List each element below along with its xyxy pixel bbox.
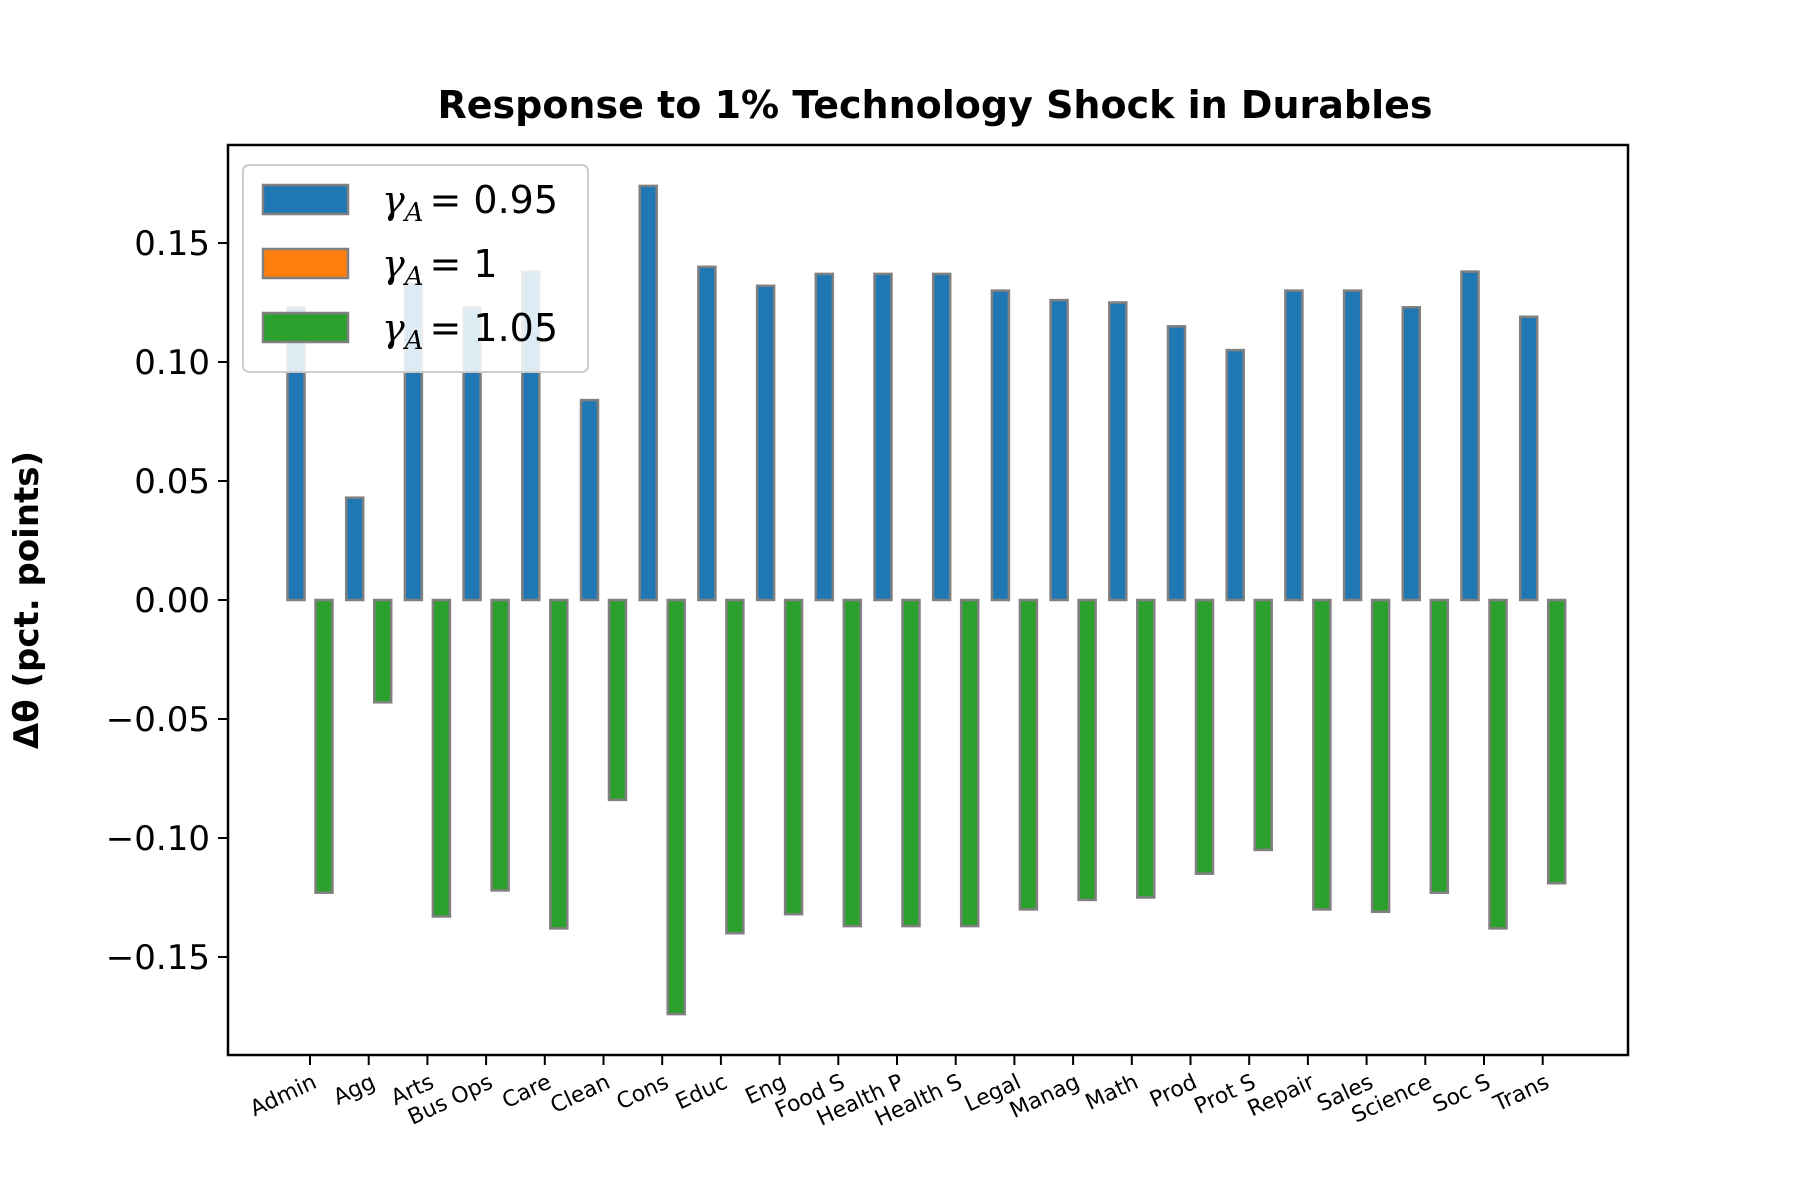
bar-cons-series-3 (666, 598, 686, 1016)
bar-eng-series-1 (755, 284, 776, 602)
bar-math-series-3 (1136, 598, 1156, 899)
x-tick-label: Admin (246, 1070, 320, 1122)
x-tick-label: Clean (547, 1070, 614, 1119)
bar-arts-series-3 (431, 598, 452, 918)
bar-cons-series-1 (638, 184, 658, 602)
bar-educ-series-3 (725, 598, 745, 935)
x-tick-label: Agg (330, 1070, 380, 1111)
y-tick-label: −0.15 (106, 938, 210, 978)
bar-prod-series-1 (1166, 325, 1187, 602)
bar-repair-series-1 (1284, 289, 1304, 602)
legend-label: γA = 1.05 (382, 306, 558, 356)
bar-food-s-series-3 (842, 598, 863, 928)
y-ticks-group: 0.15 0.10 0.05 0.00 −0.05 −0.10 −0.15 (106, 224, 228, 978)
bar-health-s-series-3 (959, 598, 980, 928)
chart-title: Response to 1% Technology Shock in Durab… (437, 83, 1432, 127)
bar-soc-s-series-3 (1488, 598, 1508, 930)
y-tick-label: −0.10 (106, 819, 210, 859)
bar-admin-series-3 (314, 598, 334, 894)
x-tick-label: Soc S (1429, 1070, 1494, 1118)
bar-sales-series-3 (1370, 598, 1391, 914)
y-tick-label: 0.10 (134, 343, 210, 383)
x-tick-label: Cons (613, 1070, 673, 1116)
bar-clean-series-1 (579, 398, 600, 602)
y-tick-label: 0.05 (134, 462, 210, 502)
bar-manag-series-1 (1049, 298, 1069, 602)
legend-swatch (261, 311, 350, 344)
bar-bus-ops-series-3 (490, 598, 510, 892)
bar-trans-series-3 (1546, 598, 1567, 885)
x-tick-label: Trans (1489, 1070, 1553, 1118)
x-tick-label: Prod (1146, 1070, 1201, 1113)
y-tick-label: 0.00 (134, 581, 210, 621)
bar-clean-series-3 (607, 598, 628, 802)
y-axis-label: Δθ (pct. points) (7, 451, 47, 749)
bar-prod-series-3 (1194, 598, 1215, 875)
bar-legal-series-1 (990, 289, 1011, 602)
bar-health-s-series-1 (931, 272, 952, 602)
bar-care-series-3 (549, 598, 569, 930)
bar-prot-s-series-3 (1253, 598, 1273, 852)
x-tick-label: Educ (672, 1070, 731, 1115)
y-tick-label: −0.05 (106, 700, 210, 740)
bar-soc-s-series-1 (1460, 270, 1480, 602)
x-tick-label: Care (499, 1070, 556, 1114)
legend-label: γA = 1 (382, 242, 498, 292)
bar-health-p-series-3 (901, 598, 921, 928)
bar-repair-series-3 (1312, 598, 1332, 911)
legend-swatch (261, 183, 350, 216)
x-tick-label: Repair (1244, 1069, 1319, 1122)
legend: γA = 0.95 γA = 1 γA = 1.05 (242, 164, 589, 373)
bar-health-p-series-1 (873, 272, 893, 602)
bar-science-series-3 (1429, 598, 1450, 894)
y-tick-label: 0.15 (134, 224, 210, 264)
legend-swatch (261, 247, 350, 280)
bar-science-series-1 (1401, 306, 1422, 602)
x-tick-label: Math (1082, 1070, 1142, 1116)
bar-food-s-series-1 (814, 272, 835, 602)
bar-prot-s-series-1 (1225, 348, 1245, 602)
bar-educ-series-1 (697, 265, 717, 602)
bar-agg-series-3 (372, 598, 393, 704)
bar-eng-series-3 (783, 598, 804, 916)
bar-sales-series-1 (1342, 289, 1363, 602)
legend-label: γA = 0.95 (382, 178, 558, 228)
bar-math-series-1 (1108, 301, 1128, 602)
bar-agg-series-1 (344, 496, 365, 602)
bar-legal-series-3 (1018, 598, 1039, 911)
bar-trans-series-1 (1518, 315, 1539, 602)
bar-manag-series-3 (1077, 598, 1097, 902)
